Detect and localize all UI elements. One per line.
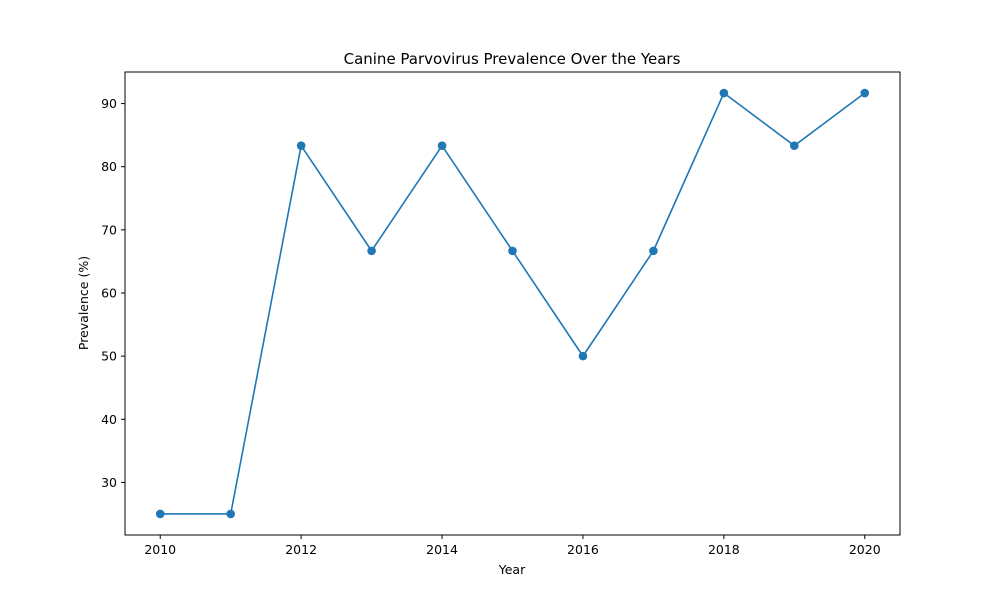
x-axis-label: Year bbox=[498, 562, 526, 577]
data-point bbox=[508, 246, 517, 256]
axes-frame bbox=[124, 71, 901, 536]
y-axis-label: Prevalence (%) bbox=[76, 256, 91, 350]
y-tick-label: 50 bbox=[101, 349, 117, 364]
plot-area: 2010 2012 2014 2016 2018 2020 30 40 50 60 70 80 90 bbox=[101, 71, 901, 557]
data-point bbox=[649, 246, 658, 256]
data-point bbox=[860, 88, 870, 98]
data-point bbox=[578, 351, 588, 361]
chart-title: Canine Parvovirus Prevalence Over the Ye… bbox=[344, 50, 681, 68]
y-tick-label: 80 bbox=[101, 159, 117, 174]
x-tick-label: 2012 bbox=[285, 542, 317, 557]
data-point bbox=[437, 141, 447, 150]
y-tick-label: 70 bbox=[101, 222, 117, 237]
data-point bbox=[367, 246, 376, 256]
y-tick-label: 40 bbox=[101, 412, 117, 427]
data-point bbox=[155, 509, 165, 519]
x-tick-label: 2020 bbox=[849, 542, 881, 557]
x-tick-label: 2016 bbox=[567, 542, 599, 557]
data-point bbox=[790, 141, 799, 150]
y-tick-label: 60 bbox=[101, 285, 117, 300]
y-tick-label: 30 bbox=[101, 475, 117, 490]
x-tick-label: 2018 bbox=[708, 542, 740, 557]
x-tick-label: 2010 bbox=[144, 542, 176, 557]
data-point bbox=[226, 509, 235, 519]
x-tick-label: 2014 bbox=[426, 542, 458, 557]
y-tick-label: 90 bbox=[101, 96, 117, 111]
data-point bbox=[296, 141, 306, 150]
data-point bbox=[719, 88, 729, 98]
